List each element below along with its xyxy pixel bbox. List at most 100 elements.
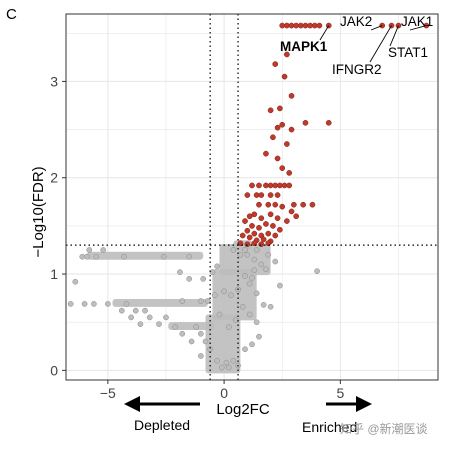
enriched-label: Enriched: [302, 419, 357, 435]
significant-point: [251, 211, 258, 218]
significant-point: [260, 236, 267, 243]
significant-point: [279, 203, 286, 210]
annotation-leader: [409, 25, 427, 31]
nonsignificant-point: [193, 324, 200, 330]
significant-point: [265, 201, 272, 208]
significant-point: [267, 107, 274, 114]
nonsignificant-point: [272, 258, 279, 265]
annotation-leader: [370, 25, 383, 31]
depleted-label: Depleted: [134, 417, 190, 433]
significant-point: [244, 241, 251, 248]
gene-annotations: JAK2 JAK1 STAT1 MAPK1 IFNGR2: [280, 14, 433, 77]
significant-point: [246, 234, 253, 241]
nonsignificant-point: [81, 301, 88, 307]
significant-point: [279, 165, 286, 171]
y-tick-label: 1: [50, 266, 58, 282]
nonsignificant-point: [249, 275, 255, 281]
nonsignificant-point: [84, 253, 90, 260]
significant-point: [272, 61, 279, 67]
nonsignificant-point: [242, 273, 248, 279]
nonsignificant-point: [204, 298, 211, 304]
significant-point: [244, 227, 251, 234]
enriched-arrow: [326, 396, 372, 412]
nonsignificant-point: [214, 357, 220, 364]
significant-point: [258, 241, 265, 248]
axis-ticks: −5 0 5 0 1 2 3: [50, 73, 344, 401]
nonsignificant-point: [86, 247, 93, 253]
nonsignificant-point: [223, 359, 230, 366]
nonsignificant-point: [137, 321, 144, 327]
plot-border: [65, 13, 439, 381]
depleted-arrow: [124, 396, 200, 412]
nonsignificant-point: [105, 301, 111, 307]
significant-point: [277, 226, 283, 233]
significant-point: [274, 192, 281, 198]
nonsignificant-point: [242, 346, 248, 353]
significant-point: [300, 201, 306, 208]
nonsignificant-point: [67, 301, 74, 307]
nonsignificant-point: [163, 314, 169, 321]
significant-point: [288, 93, 295, 99]
nonsignificant-point: [246, 311, 253, 318]
nonsignificant-point: [100, 247, 107, 253]
nonsignificant-point: [249, 341, 255, 348]
x-axis-title: Log2FC: [216, 401, 270, 418]
annotation-leader: [369, 25, 392, 63]
gene-label-ifngr2: IFNGR2: [332, 62, 382, 77]
significant-point: [256, 182, 262, 189]
threshold-lines: [66, 14, 438, 380]
nonsignificant-point: [123, 301, 130, 307]
significant-point: [270, 223, 276, 229]
nonsignificant-point: [277, 282, 283, 289]
nonsignificant-point: [142, 307, 148, 314]
nonsignificant-point: [225, 364, 232, 371]
nonsignificant-point: [186, 253, 193, 260]
nonsignificant-point: [253, 319, 260, 326]
nonsignificant-point: [209, 269, 216, 275]
nonsignificant-point: [265, 251, 272, 258]
gene-label-stat1: STAT1: [388, 45, 428, 60]
nonsignificant-point: [198, 330, 204, 337]
significant-point: [281, 73, 288, 80]
significant-point: [256, 201, 262, 208]
x-tick-label: 0: [220, 385, 228, 401]
nonsignificant-point: [211, 292, 218, 299]
nonsignificant-point: [118, 307, 125, 314]
nonsignificant-point: [214, 263, 220, 270]
significant-point: [286, 182, 293, 189]
significant-point: [270, 134, 276, 141]
nonsignificant-point: [251, 267, 258, 274]
significant-point: [244, 192, 251, 198]
y-tick-label: 0: [50, 362, 58, 378]
significant-point: [286, 170, 293, 176]
significant-point: [277, 105, 283, 112]
significant-point: [302, 119, 309, 126]
annotation-leader: [389, 25, 399, 47]
nonsignificant-point: [230, 357, 237, 364]
significant-point: [251, 240, 258, 247]
nonsignificant-point: [93, 253, 100, 260]
watermark: 知乎 @新潮医谈: [340, 421, 428, 436]
significant-point: [293, 213, 300, 220]
nonsignificant-point: [156, 321, 162, 327]
significant-point: [249, 223, 255, 229]
significant-point: [258, 192, 265, 198]
nonsignificant-point: [253, 290, 260, 297]
significant-point: [279, 121, 286, 128]
nonsignificant-point: [237, 251, 244, 258]
significant-point: [237, 240, 244, 247]
significant-point: [274, 155, 281, 162]
significant-point: [274, 124, 281, 131]
x-tick-label: −5: [100, 385, 116, 401]
y-tick-label: 2: [50, 170, 58, 186]
significant-point: [258, 215, 265, 222]
nonsignificant-point: [72, 278, 79, 285]
plot-panel: [66, 14, 438, 380]
significant-point: [284, 218, 290, 224]
significant-point: [316, 22, 323, 29]
nonsignificant-point: [244, 251, 251, 258]
y-tick-label: 3: [50, 73, 58, 89]
nonsignificant-point: [186, 276, 193, 282]
nonsignificant-point: [198, 353, 204, 359]
